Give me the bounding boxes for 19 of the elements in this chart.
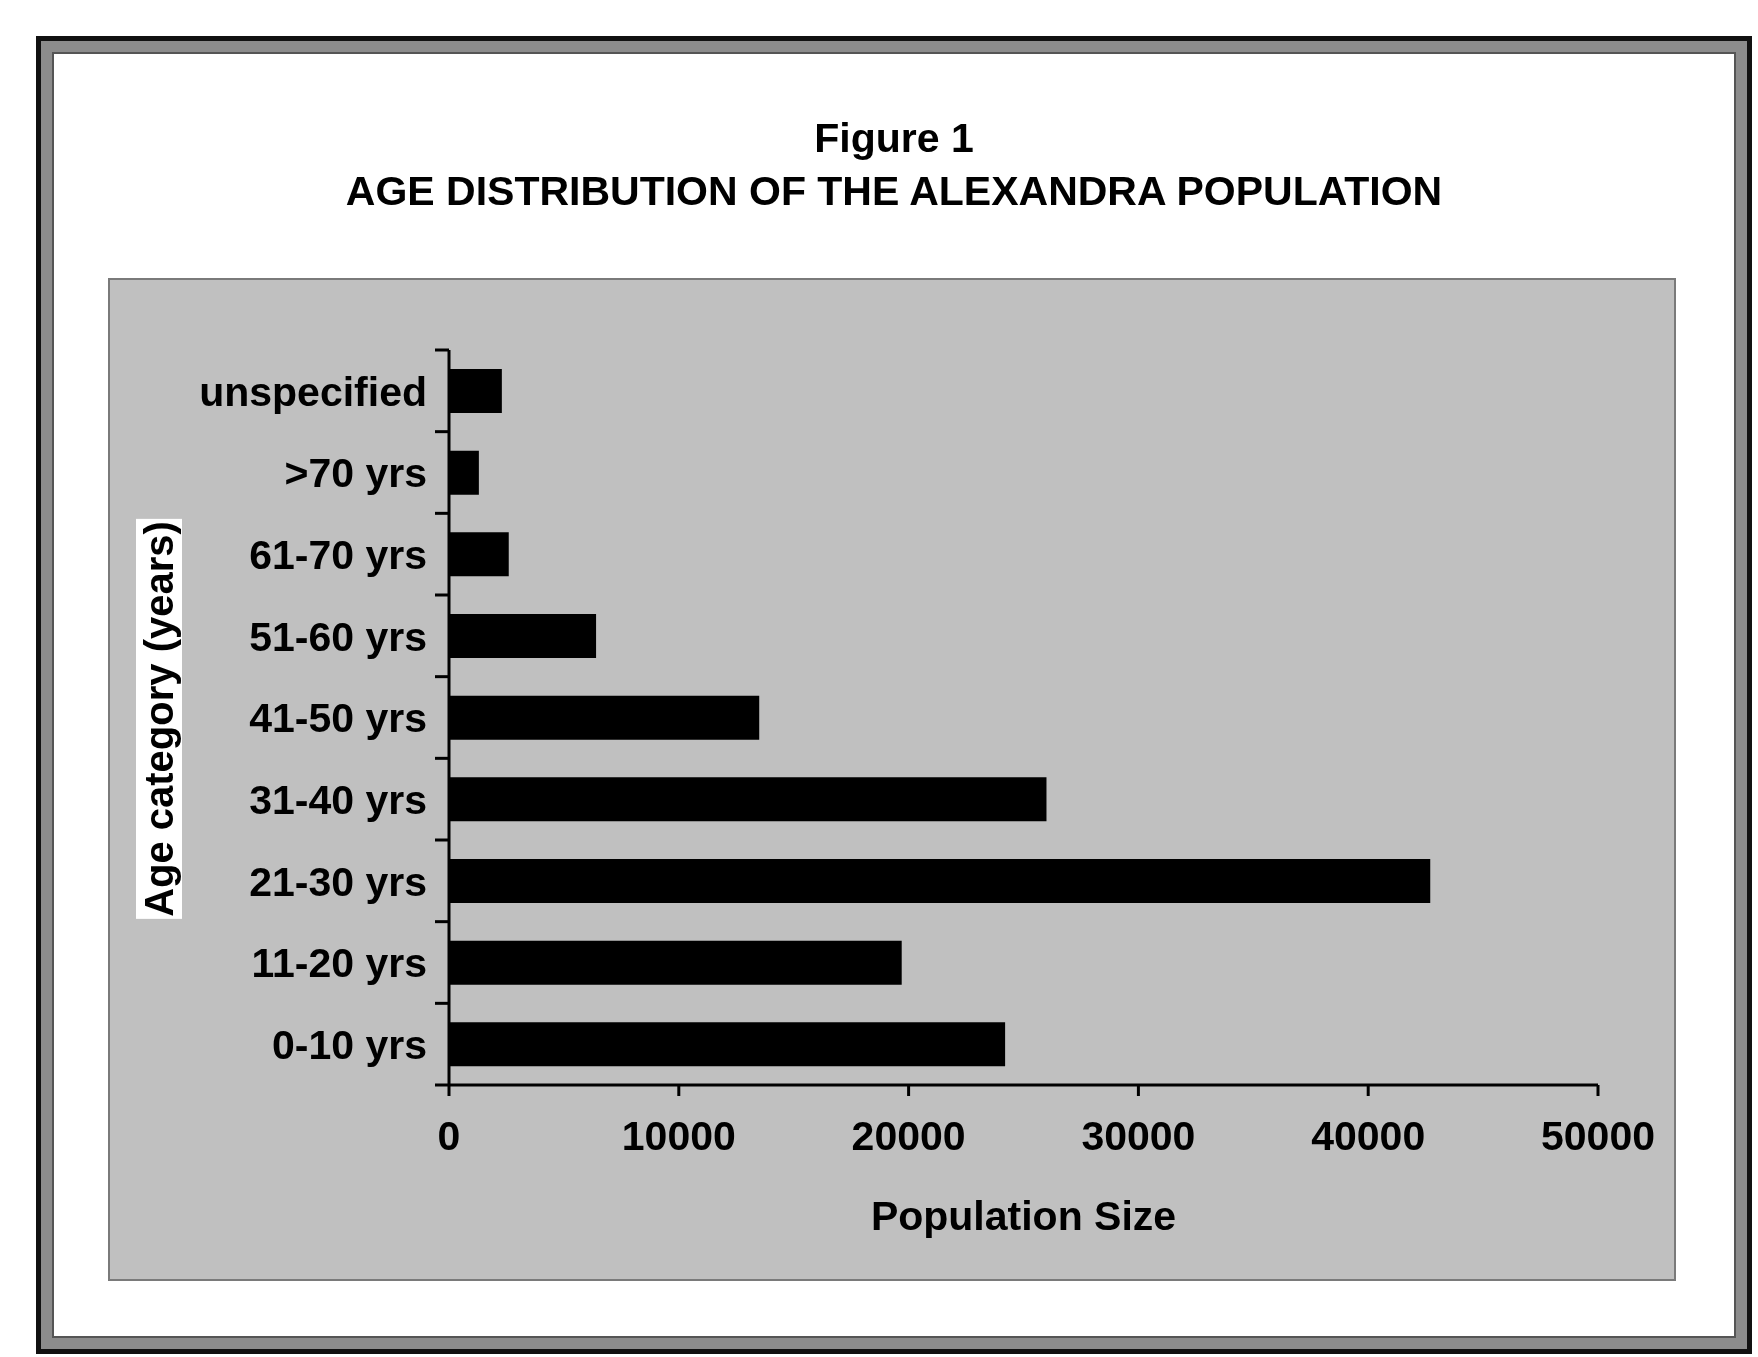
y-tick-label: 0-10 yrs: [271, 1021, 427, 1068]
y-tick-label: 61-70 yrs: [249, 531, 427, 578]
x-tick-label: 0: [437, 1113, 461, 1160]
x-tick-label: 40000: [1311, 1113, 1426, 1160]
y-tick-label: 11-20 yrs: [251, 940, 427, 987]
chart-subtitle: AGE DISTRIBUTION OF THE ALEXANDRA POPULATION: [344, 167, 1444, 215]
x-tick-label: 50000: [1540, 1113, 1656, 1160]
x-tick-label: 20000: [851, 1113, 966, 1160]
x-axis-title: Population Size: [869, 1192, 1178, 1240]
y-tick-label: 51-60 yrs: [249, 613, 427, 660]
x-tick-label: 30000: [1081, 1113, 1196, 1160]
y-tick-label: 21-30 yrs: [249, 858, 427, 905]
y-axis-title: Age category (years): [136, 519, 182, 919]
y-tick-label: 41-50 yrs: [249, 695, 427, 742]
y-tick-label: unspecified: [199, 368, 427, 415]
y-tick-label: 31-40 yrs: [249, 776, 427, 823]
y-tick-label: >70 yrs: [284, 450, 427, 497]
x-tick-label: 10000: [621, 1113, 736, 1160]
chart-title: Figure 1: [813, 114, 975, 162]
